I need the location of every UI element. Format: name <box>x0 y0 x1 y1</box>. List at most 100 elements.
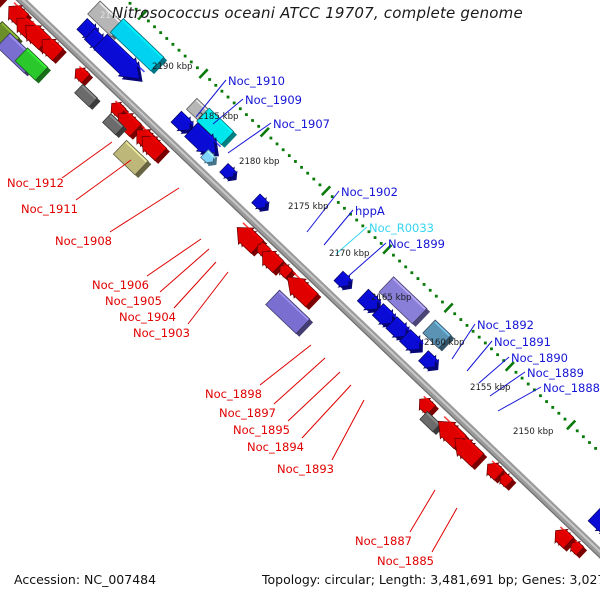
leader-line <box>466 340 493 372</box>
gene-label-noc_1906[interactable]: Noc_1906 <box>92 278 149 292</box>
gene-label-noc_1897[interactable]: Noc_1897 <box>219 406 276 420</box>
gene-label-noc_1905[interactable]: Noc_1905 <box>105 294 162 308</box>
faded-tick-label: 2195 kbp <box>100 11 141 21</box>
gene-feature[interactable] <box>14 47 49 81</box>
gene-feature[interactable] <box>378 276 428 325</box>
gene-feature[interactable] <box>418 350 437 369</box>
gene-feature[interactable] <box>74 83 98 108</box>
gene-label-noc_1899[interactable]: Noc_1899 <box>388 237 445 251</box>
gene-label-noc_1904[interactable]: Noc_1904 <box>119 310 176 324</box>
tick-marks-layer <box>128 1 598 450</box>
leader-line <box>489 371 526 397</box>
gene-label-noc_1907[interactable]: Noc_1907 <box>273 117 330 131</box>
gene-feature[interactable] <box>0 0 6 7</box>
tick-label-2175-kbp: 2175 kbp <box>288 202 329 212</box>
leader-line <box>301 384 352 439</box>
gene-label-noc_1894[interactable]: Noc_1894 <box>247 440 304 454</box>
leader-line <box>331 399 365 461</box>
tick-label-2165-kbp: 2165 kbp <box>371 293 412 303</box>
gene-feature[interactable] <box>454 437 485 468</box>
tick-label-2180-kbp: 2180 kbp <box>239 157 280 167</box>
gene-feature[interactable] <box>196 107 235 146</box>
leader-line <box>431 507 458 553</box>
gene-label-noc_1911[interactable]: Noc_1911 <box>21 202 78 216</box>
leader-line <box>187 271 229 325</box>
gene-label-noc_1891[interactable]: Noc_1891 <box>494 335 551 349</box>
leader-line <box>451 323 476 360</box>
gene-feature[interactable] <box>356 288 379 311</box>
gene-label-noc_1903[interactable]: Noc_1903 <box>133 326 190 340</box>
gene-label-noc_1888[interactable]: Noc_1888 <box>543 381 600 395</box>
leader-line <box>212 98 244 125</box>
gene-label-noc_1909[interactable]: Noc_1909 <box>245 93 302 107</box>
gene-feature[interactable] <box>286 276 319 308</box>
leader-line <box>109 187 180 233</box>
tick-label-2170-kbp: 2170 kbp <box>329 249 370 259</box>
gene-label-noc_1912[interactable]: Noc_1912 <box>7 176 64 190</box>
leader-line <box>159 248 210 293</box>
gene-feature[interactable] <box>170 110 191 132</box>
leader-line <box>173 261 217 309</box>
leader-line <box>478 356 510 384</box>
gene-label-noc_1893[interactable]: Noc_1893 <box>277 462 334 476</box>
gene-feature[interactable] <box>110 101 127 118</box>
gene-label-hppa[interactable]: hppA <box>355 204 385 218</box>
leader-line <box>323 209 354 246</box>
leader-line <box>306 190 340 233</box>
gene-label-noc_1885[interactable]: Noc_1885 <box>377 554 434 568</box>
accession-text: Accession: NC_007484 <box>14 572 157 587</box>
gene-label-noc_1895[interactable]: Noc_1895 <box>233 423 290 437</box>
gene-feature[interactable] <box>385 316 407 338</box>
gene-label-noc_1910[interactable]: Noc_1910 <box>228 74 285 88</box>
gene-feature[interactable] <box>256 242 271 258</box>
gene-feature[interactable] <box>92 33 140 80</box>
tick-label-2185-kbp: 2185 kbp <box>198 112 239 122</box>
gene-feature[interactable] <box>74 67 91 84</box>
gene-label-noc_1889[interactable]: Noc_1889 <box>527 366 584 380</box>
gene-label-noc_1890[interactable]: Noc_1890 <box>511 351 568 365</box>
tick-label-2190-kbp: 2190 kbp <box>152 62 193 72</box>
gene-label-noc_r0033[interactable]: Noc_R0033 <box>369 221 434 235</box>
gene-feature[interactable] <box>141 136 168 162</box>
leader-line <box>195 79 227 118</box>
gene-feature[interactable] <box>41 38 65 62</box>
label-leader-lines-layer <box>61 79 542 553</box>
gene-feature[interactable] <box>279 264 294 279</box>
tick-label-2160-kbp: 2160 kbp <box>424 338 465 348</box>
leader-line <box>259 344 312 386</box>
gene-feature[interactable] <box>265 289 311 335</box>
gene-feature[interactable] <box>200 148 215 164</box>
gene-label-noc_1902[interactable]: Noc_1902 <box>341 185 398 199</box>
gene-feature[interactable] <box>333 270 351 288</box>
leader-line <box>227 122 272 154</box>
gene-feature[interactable] <box>236 227 265 254</box>
gene-feature[interactable] <box>102 113 125 136</box>
tick-label-2155-kbp: 2155 kbp <box>470 383 511 393</box>
gene-features-layer[interactable] <box>0 0 600 559</box>
gene-feature[interactable] <box>419 410 441 433</box>
gene-label-noc_1898[interactable]: Noc_1898 <box>205 387 262 401</box>
gene-feature[interactable] <box>112 139 149 176</box>
gene-feature[interactable] <box>422 319 452 349</box>
gene-label-noc_1908[interactable]: Noc_1908 <box>55 234 112 248</box>
leader-line <box>61 141 113 179</box>
gene-feature[interactable] <box>251 193 267 210</box>
leader-line <box>497 386 542 412</box>
gene-feature[interactable] <box>398 329 421 351</box>
gene-label-noc_1887[interactable]: Noc_1887 <box>355 534 412 548</box>
gene-feature[interactable] <box>8 5 30 27</box>
gene-feature[interactable] <box>570 541 585 556</box>
gene-feature[interactable] <box>262 250 285 274</box>
gene-feature[interactable] <box>499 473 514 489</box>
tick-label-2150-kbp: 2150 kbp <box>513 427 554 437</box>
leader-line <box>409 489 436 533</box>
gene-feature[interactable] <box>219 162 235 179</box>
gene-label-noc_1892[interactable]: Noc_1892 <box>477 318 534 332</box>
gene-feature[interactable] <box>371 303 394 325</box>
gene-feature[interactable] <box>587 508 600 532</box>
gene-feature[interactable] <box>109 18 165 72</box>
gene-feature[interactable] <box>554 528 575 549</box>
